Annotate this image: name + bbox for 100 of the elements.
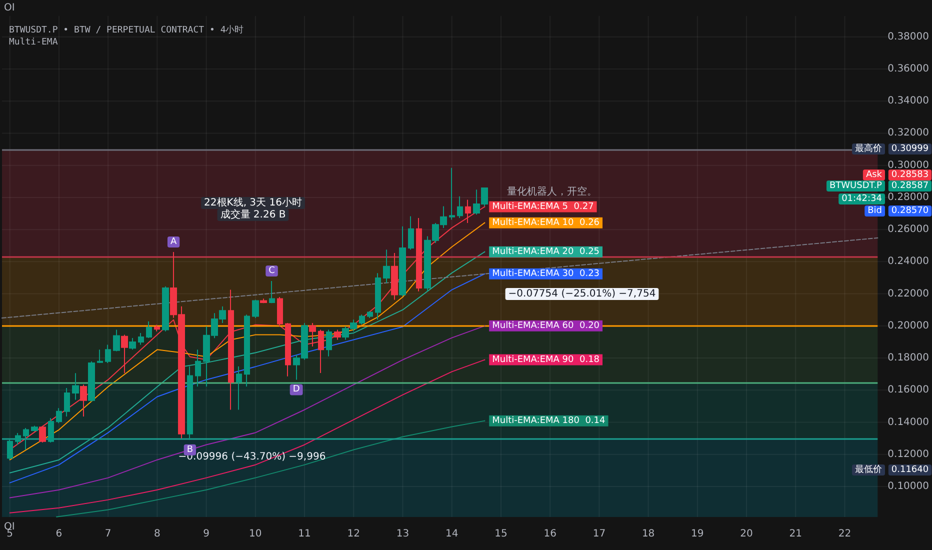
candlestick <box>154 324 160 332</box>
x-tick-label: 12 <box>347 528 360 540</box>
x-tick-label: 18 <box>642 528 655 540</box>
annotation: B <box>186 444 194 455</box>
y-tick-label: 0.12000 <box>888 448 930 460</box>
annotation: 01:42:34 <box>842 194 882 204</box>
candlestick <box>105 344 111 364</box>
annotation: Ask <box>866 170 883 180</box>
x-tick-label: 13 <box>396 528 410 540</box>
y-tick-label: 0.38000 <box>888 31 930 42</box>
candlestick <box>129 337 136 350</box>
candlestick <box>80 384 87 417</box>
line-series <box>9 359 486 514</box>
candlestick <box>195 349 201 387</box>
candlestick <box>449 167 455 220</box>
candlestick <box>97 349 103 364</box>
candlestick <box>457 196 463 219</box>
annotation: 量化机器人，开空。 <box>507 186 597 198</box>
y-tick-label: 0.30000 <box>888 160 930 171</box>
candlestick <box>64 388 70 417</box>
x-tick-label: 7 <box>104 528 112 540</box>
candlestick <box>23 428 29 450</box>
x-tick-label: 20 <box>740 528 753 540</box>
text: 0.11640 <box>891 465 929 475</box>
text: 0.30999 <box>891 144 929 154</box>
candlestick <box>269 280 275 304</box>
y-tick-label: 0.22000 <box>888 288 930 300</box>
text: Multi-EMA:EMA 30 0.23 <box>492 268 600 279</box>
text: Multi-EMA:EMA 60 0.20 <box>492 320 600 331</box>
x-tick-label: 21 <box>789 528 802 540</box>
x-tick-label: 22 <box>838 528 852 540</box>
candlestick <box>375 272 381 320</box>
candlestick <box>260 298 267 304</box>
candlestick <box>121 334 128 374</box>
candlestick <box>228 289 234 410</box>
candlestick <box>399 226 406 297</box>
candlestick <box>391 252 398 300</box>
candlestick <box>244 314 250 387</box>
annotation: 成交量 2.26 B <box>220 208 286 220</box>
y-tick-label: 0.20000 <box>888 320 930 332</box>
annotation: D <box>292 384 300 395</box>
x-tick-label: 16 <box>544 528 556 540</box>
candlestick <box>326 329 332 357</box>
x-tick-label: 17 <box>592 528 606 540</box>
candlestick <box>72 372 79 400</box>
text: 0.28583 <box>891 170 929 180</box>
x-tick-label: 15 <box>494 528 508 540</box>
y-tick-label: 0.24000 <box>888 256 930 268</box>
text: BTWUSDT.P • BTW / PERPETUAL CONTRACT • 4小时 <box>9 24 244 36</box>
candlestick <box>416 218 422 292</box>
candlestick <box>359 314 365 326</box>
candlestick <box>309 322 316 347</box>
candlestick <box>88 360 95 402</box>
text: Multi-EMA:EMA 5 0.27 <box>492 202 594 212</box>
x-tick-label: 19 <box>691 528 704 540</box>
candlestick <box>408 216 414 250</box>
annotation: −0.07754 (−25.01%) −7,754 <box>508 288 656 300</box>
text: OI <box>4 2 15 14</box>
annotation: BTWUSDT.P <box>829 181 883 191</box>
text: Multi-EMA:EMA 90 0.18 <box>492 354 600 365</box>
candlestick <box>318 329 324 374</box>
text: 0.28570 <box>891 206 929 216</box>
y-tick-label: 0.34000 <box>888 96 930 107</box>
x-tick-label: 11 <box>298 528 311 540</box>
x-tick-label: 10 <box>249 528 262 540</box>
candlestick <box>56 408 62 424</box>
y-tick-label: 0.26000 <box>888 224 930 236</box>
x-tick-label: 8 <box>154 528 160 540</box>
candlestick <box>113 329 120 352</box>
text: 0.28587 <box>891 181 929 191</box>
annotation: C <box>268 266 275 276</box>
x-tick-label: 5 <box>6 528 14 540</box>
candlestick <box>277 296 283 327</box>
y-tick-label: 0.14000 <box>888 416 930 428</box>
y-tick-label: 0.18000 <box>888 352 930 364</box>
y-tick-label: 0.10000 <box>888 480 930 492</box>
annotation: A <box>170 237 178 248</box>
candlestick <box>236 366 242 410</box>
y-tick-label: 0.36000 <box>888 63 930 74</box>
candlestick <box>285 322 291 377</box>
line-series <box>9 325 486 498</box>
text: Multi-EMA:EMA 20 0.25 <box>492 246 600 257</box>
candlestick <box>367 310 373 319</box>
text: Multi-EMA:EMA 180 0.14 <box>492 416 606 426</box>
annotation: 最低价 <box>855 464 882 475</box>
candlestick <box>7 439 13 460</box>
candlestick <box>162 286 169 332</box>
line-series <box>56 420 486 518</box>
candlestick <box>383 249 390 284</box>
candlestick <box>31 425 38 432</box>
y-tick-label: 0.16000 <box>888 384 930 396</box>
text: Multi-EMA:EMA 10 0.26 <box>492 218 600 228</box>
y-tick-label: 0.32000 <box>888 128 930 139</box>
candlestick <box>334 329 341 340</box>
candlestick <box>252 299 259 319</box>
x-tick-label: 9 <box>203 528 210 540</box>
annotation: 22根K线, 3天 16小时 <box>204 196 302 208</box>
x-tick-label: 14 <box>445 528 458 540</box>
candlestick <box>138 332 144 346</box>
candlestick <box>39 426 46 443</box>
